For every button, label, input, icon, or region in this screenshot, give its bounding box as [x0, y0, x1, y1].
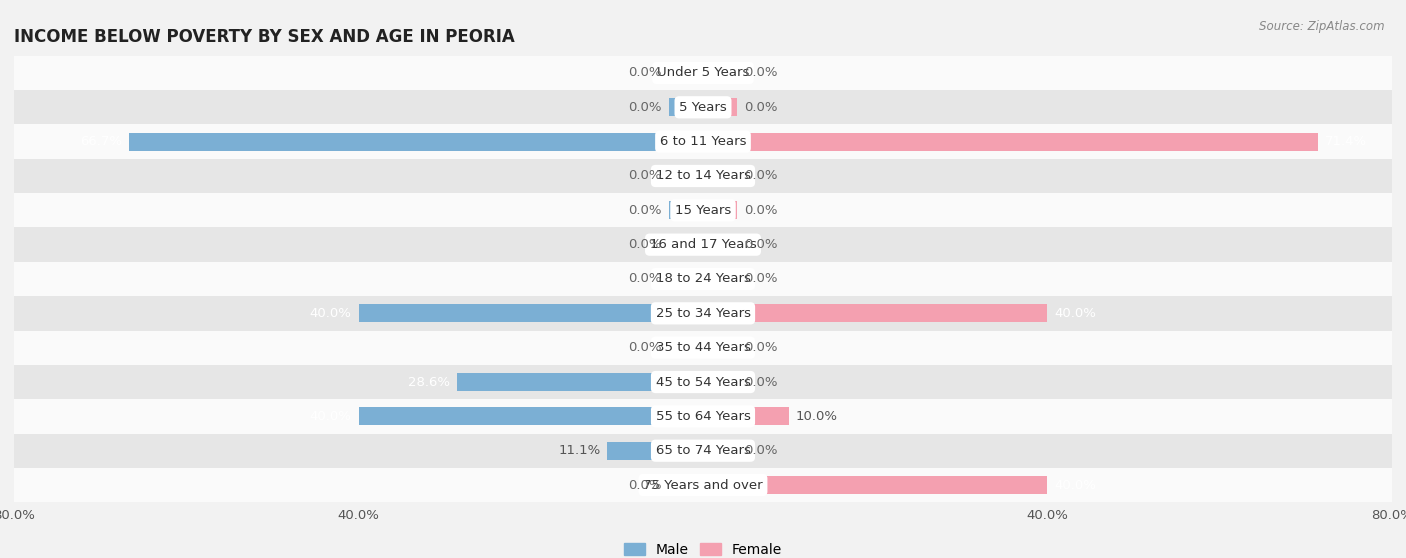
Text: 45 to 54 Years: 45 to 54 Years	[655, 376, 751, 388]
Text: 0.0%: 0.0%	[628, 341, 662, 354]
Text: 40.0%: 40.0%	[309, 307, 352, 320]
Text: 0.0%: 0.0%	[628, 238, 662, 251]
Bar	[703, 201, 738, 219]
Text: 0.0%: 0.0%	[744, 272, 778, 286]
Bar	[359, 407, 703, 425]
Bar	[703, 64, 738, 82]
Text: 5 Years: 5 Years	[679, 101, 727, 114]
Bar	[14, 468, 1392, 502]
Bar	[703, 98, 738, 116]
Bar	[703, 373, 738, 391]
Bar	[14, 90, 1392, 124]
Text: 0.0%: 0.0%	[744, 101, 778, 114]
Text: 0.0%: 0.0%	[744, 444, 778, 457]
Bar	[14, 124, 1392, 159]
Text: 0.0%: 0.0%	[744, 204, 778, 217]
Text: 35 to 44 Years: 35 to 44 Years	[655, 341, 751, 354]
Bar	[669, 476, 703, 494]
Bar	[669, 167, 703, 185]
Text: 71.4%: 71.4%	[1324, 135, 1367, 148]
Bar	[703, 305, 1047, 323]
Bar	[14, 56, 1392, 90]
Text: 0.0%: 0.0%	[628, 204, 662, 217]
Bar	[14, 399, 1392, 434]
Text: 66.7%: 66.7%	[80, 135, 122, 148]
Text: 15 Years: 15 Years	[675, 204, 731, 217]
Bar	[703, 167, 738, 185]
Bar	[14, 330, 1392, 365]
Bar	[703, 235, 738, 253]
Bar	[14, 365, 1392, 399]
Bar	[669, 98, 703, 116]
Text: 0.0%: 0.0%	[628, 479, 662, 492]
Bar	[703, 442, 738, 460]
Bar	[457, 373, 703, 391]
Bar	[14, 228, 1392, 262]
Bar	[14, 193, 1392, 228]
Text: 0.0%: 0.0%	[628, 101, 662, 114]
Text: 10.0%: 10.0%	[796, 410, 838, 423]
Text: 75 Years and over: 75 Years and over	[643, 479, 763, 492]
Text: INCOME BELOW POVERTY BY SEX AND AGE IN PEORIA: INCOME BELOW POVERTY BY SEX AND AGE IN P…	[14, 28, 515, 46]
Legend: Male, Female: Male, Female	[619, 537, 787, 558]
Text: 0.0%: 0.0%	[744, 341, 778, 354]
Text: 0.0%: 0.0%	[744, 238, 778, 251]
Text: 16 and 17 Years: 16 and 17 Years	[650, 238, 756, 251]
Bar	[14, 434, 1392, 468]
Bar	[14, 262, 1392, 296]
Bar	[669, 201, 703, 219]
Bar	[128, 133, 703, 151]
Text: 0.0%: 0.0%	[628, 170, 662, 182]
Text: Source: ZipAtlas.com: Source: ZipAtlas.com	[1260, 20, 1385, 32]
Text: 11.1%: 11.1%	[558, 444, 600, 457]
Text: 0.0%: 0.0%	[628, 66, 662, 79]
Text: 0.0%: 0.0%	[744, 170, 778, 182]
Bar	[14, 159, 1392, 193]
Bar	[703, 270, 738, 288]
Text: 65 to 74 Years: 65 to 74 Years	[655, 444, 751, 457]
Bar	[669, 64, 703, 82]
Text: 40.0%: 40.0%	[309, 410, 352, 423]
Bar	[14, 296, 1392, 330]
Text: 0.0%: 0.0%	[744, 376, 778, 388]
Text: 0.0%: 0.0%	[628, 272, 662, 286]
Bar	[669, 270, 703, 288]
Text: 25 to 34 Years: 25 to 34 Years	[655, 307, 751, 320]
Text: 18 to 24 Years: 18 to 24 Years	[655, 272, 751, 286]
Text: 0.0%: 0.0%	[744, 66, 778, 79]
Text: 28.6%: 28.6%	[408, 376, 450, 388]
Text: 55 to 64 Years: 55 to 64 Years	[655, 410, 751, 423]
Bar	[607, 442, 703, 460]
Bar	[669, 235, 703, 253]
Text: 40.0%: 40.0%	[1054, 479, 1097, 492]
Bar	[359, 305, 703, 323]
Bar	[703, 339, 738, 357]
Bar	[669, 339, 703, 357]
Text: Under 5 Years: Under 5 Years	[657, 66, 749, 79]
Bar	[703, 133, 1317, 151]
Text: 40.0%: 40.0%	[1054, 307, 1097, 320]
Bar	[703, 407, 789, 425]
Bar	[703, 476, 1047, 494]
Text: 12 to 14 Years: 12 to 14 Years	[655, 170, 751, 182]
Text: 6 to 11 Years: 6 to 11 Years	[659, 135, 747, 148]
